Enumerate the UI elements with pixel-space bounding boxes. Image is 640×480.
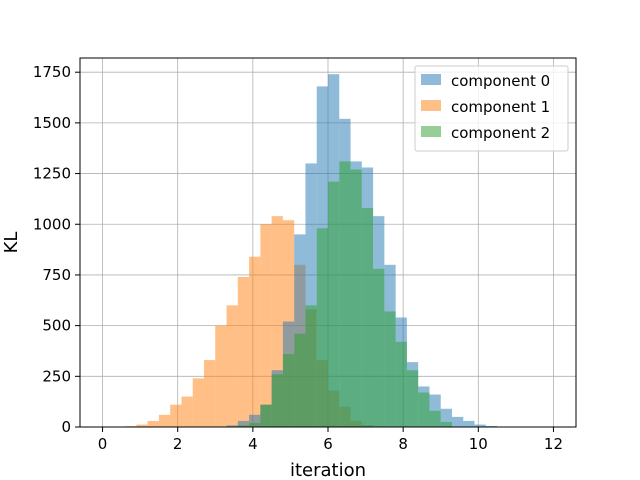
histogram-bar xyxy=(181,396,193,427)
histogram-bar xyxy=(339,161,351,427)
histogram-bar xyxy=(260,224,272,427)
histogram-bar xyxy=(463,420,475,427)
histogram-bar xyxy=(361,208,374,427)
histogram-bar xyxy=(226,425,238,427)
legend-box xyxy=(414,65,569,152)
histogram-bar xyxy=(204,360,216,427)
y-tick-label: 1000 xyxy=(33,215,71,233)
series-component-2 xyxy=(237,161,452,427)
histogram-bar xyxy=(305,305,317,427)
histogram-bar xyxy=(350,169,362,427)
histogram-bar xyxy=(192,378,204,427)
histogram-bars xyxy=(125,74,498,428)
histogram-bar xyxy=(294,333,306,427)
y-tick-label: 1250 xyxy=(33,165,71,183)
x-tick-label: 2 xyxy=(173,435,183,453)
histogram-bar xyxy=(485,425,498,427)
y-tick-label: 1500 xyxy=(33,114,71,132)
histogram-bar xyxy=(282,354,295,427)
histogram-bar xyxy=(440,421,452,427)
histogram-bar xyxy=(474,424,486,427)
x-tick-label: 6 xyxy=(323,435,333,453)
histogram-bar xyxy=(136,424,148,427)
histogram-bar xyxy=(418,392,430,427)
x-axis-label: iteration xyxy=(290,460,366,480)
axis-ticks: 0 2 4 6 8 10 12 0 250 500 750 1000 1250 1500 1750 xyxy=(33,63,563,453)
histogram-bar xyxy=(215,325,227,427)
y-tick-label: 750 xyxy=(42,266,71,284)
y-tick-label: 1750 xyxy=(33,63,71,81)
histogram-bar xyxy=(158,414,171,427)
histogram-bar xyxy=(237,425,250,427)
x-tick-label: 0 xyxy=(98,435,108,453)
histogram-bar xyxy=(294,234,306,427)
legend-label: component 1 xyxy=(451,98,550,116)
legend-label: component 2 xyxy=(451,124,550,142)
x-tick-label: 4 xyxy=(248,435,258,453)
histogram-bar xyxy=(249,422,261,427)
histogram-bar xyxy=(271,374,283,427)
legend-swatch xyxy=(421,74,441,85)
histogram-bar xyxy=(147,420,159,427)
histogram-bar xyxy=(373,268,385,427)
histogram-bar xyxy=(237,276,250,427)
histogram-bar xyxy=(440,408,452,427)
x-tick-label: 8 xyxy=(398,435,408,453)
legend-label: component 0 xyxy=(451,72,550,90)
histogram-bar xyxy=(226,305,238,427)
histogram-bar xyxy=(249,414,261,427)
histogram-bar xyxy=(170,404,182,427)
histogram-bar xyxy=(237,420,250,427)
x-tick-label: 10 xyxy=(469,435,488,453)
histogram-bar xyxy=(429,410,441,427)
legend-swatch xyxy=(421,126,441,137)
y-tick-label: 500 xyxy=(42,317,71,335)
histogram-bar xyxy=(260,404,272,427)
y-tick-label: 250 xyxy=(42,367,71,385)
histogram-bar xyxy=(316,228,328,427)
histogram-bar xyxy=(406,370,419,427)
histogram-bar xyxy=(271,216,283,427)
x-tick-label: 12 xyxy=(544,435,563,453)
legend-swatch xyxy=(421,100,441,111)
histogram-bar xyxy=(249,256,261,427)
histogram-bar xyxy=(395,341,407,427)
histogram-bar xyxy=(384,311,396,427)
y-axis-label: KL xyxy=(1,232,22,254)
histogram-bar xyxy=(452,416,464,427)
y-tick-label: 0 xyxy=(61,418,71,436)
histogram-bar xyxy=(305,163,317,427)
legend: component 0 component 1 component 2 xyxy=(414,65,569,152)
histogram-bar xyxy=(328,181,340,427)
